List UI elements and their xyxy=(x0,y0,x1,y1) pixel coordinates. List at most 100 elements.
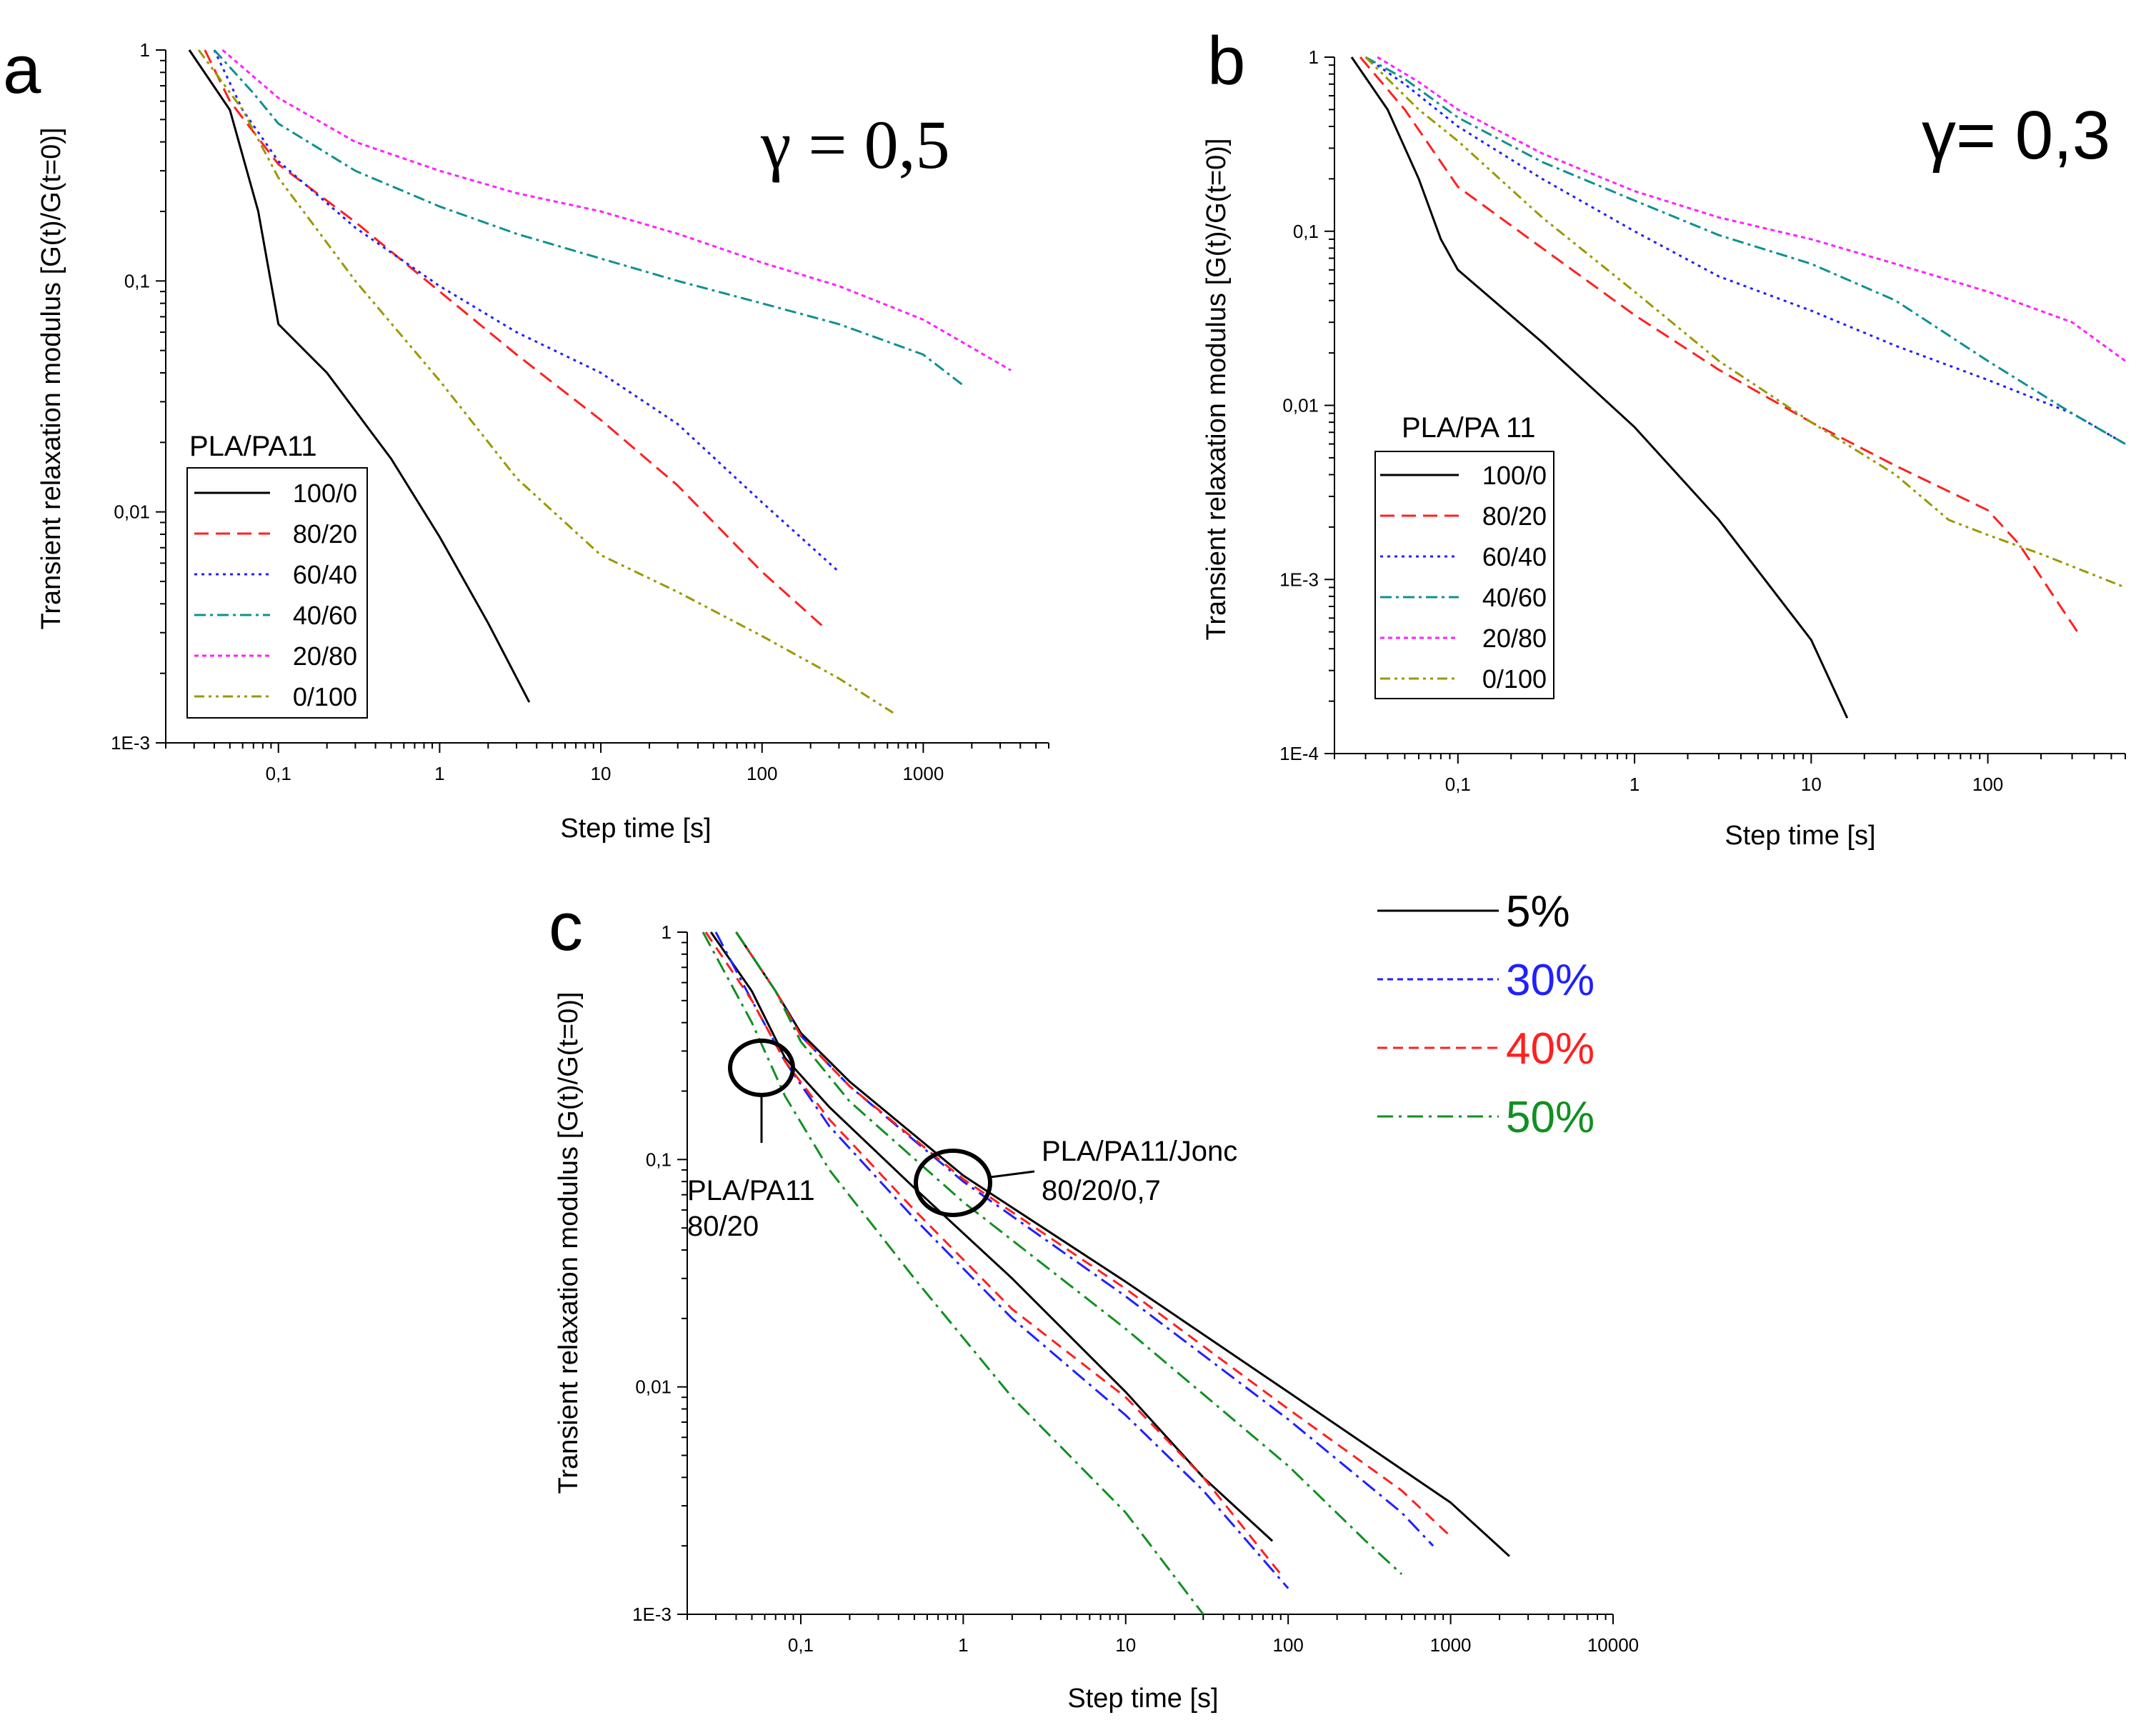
series-line-50-pla-pa11-jonc-80-20-0-7 xyxy=(735,931,1403,1576)
panel-b: b γ= 0,3 Transient relaxation modulus [G… xyxy=(1202,23,2126,851)
legend-label: 100/0 xyxy=(1482,461,1547,490)
ticks-a: 0,1 1 10 100 1000 1E-3 0,01 0,1 1 xyxy=(111,39,1049,784)
series-line-20-80 xyxy=(221,49,1012,371)
series-line-60-40 xyxy=(1364,56,2126,445)
ticks-c: 0,1 1 10 100 1000 10000 1E-3 0,01 0,1 1 xyxy=(632,921,1639,1656)
x-tick-label: 1000 xyxy=(1430,1634,1472,1656)
series-line-40-60 xyxy=(213,49,965,387)
series-line-100-0 xyxy=(188,49,531,703)
y-axis-label-b: Transient relaxation modulus [G(t)/G(t=0… xyxy=(1202,139,1232,641)
y-tick-label: 1E-3 xyxy=(111,732,150,754)
legend-box-a xyxy=(186,467,368,719)
legend-title-a: PLA/PA11 xyxy=(189,431,317,462)
series-line-40-60 xyxy=(1364,56,2126,445)
gamma-label-b: γ= 0,3 xyxy=(1922,97,2110,174)
y-tick-label: 0,1 xyxy=(1293,221,1319,242)
strain-legend-label: 50% xyxy=(1506,1093,1594,1142)
series-line-80-20 xyxy=(1359,56,2081,636)
series-line-5-pla-pa11-jonc-80-20-0-7 xyxy=(735,931,1510,1557)
y-tick-label: 1E-3 xyxy=(632,1604,672,1625)
ticks-b: 0,1 1 10 100 1E-4 1E-3 0,01 0,1 1 xyxy=(1279,46,2126,795)
strain-legend: 5% 30% 40% 50% xyxy=(1377,887,1594,1142)
y-tick-label: 1E-4 xyxy=(1279,743,1319,764)
annotation-text-jonc-line2: 80/20/0,7 xyxy=(1042,1175,1161,1206)
series-line-40-pla-pa11-jonc-80-20-0-7 xyxy=(735,931,1452,1538)
y-tick-label: 0,01 xyxy=(1282,395,1319,416)
x-tick-label: 1 xyxy=(958,1634,968,1656)
panel-letter-c: c xyxy=(549,889,583,965)
annotation-circle-8020 xyxy=(728,1039,795,1097)
y-tick-label: 0,01 xyxy=(635,1376,672,1398)
series-line-30-pla-pa11-jonc-80-20-0-7 xyxy=(735,931,1434,1547)
y-tick-label: 0,1 xyxy=(646,1149,672,1170)
y-tick-label: 1E-3 xyxy=(1279,569,1319,590)
x-tick-label: 0,1 xyxy=(1445,774,1471,795)
x-tick-label: 10 xyxy=(1801,774,1822,795)
x-tick-label: 10000 xyxy=(1587,1634,1639,1656)
y-tick-label: 1 xyxy=(1309,46,1319,68)
legend-box-b xyxy=(1374,451,1554,699)
strain-legend-label: 40% xyxy=(1506,1024,1594,1074)
x-tick-label: 1000 xyxy=(902,763,944,784)
panel-letter-b: b xyxy=(1207,23,1245,99)
x-tick-label: 100 xyxy=(1272,1634,1303,1656)
series-line-100-0 xyxy=(1350,56,1849,719)
series-line-30-pla-pa11-80-20 xyxy=(714,931,1289,1589)
series-line-50-pla-pa11-80-20 xyxy=(702,931,1204,1615)
x-axis-label-c: Step time [s] xyxy=(1067,1684,1218,1714)
x-tick-label: 100 xyxy=(1972,774,2003,795)
y-axis-label-c: Transient relaxation modulus [G(t)/G(t=0… xyxy=(554,992,584,1494)
x-tick-label: 0,1 xyxy=(266,763,291,784)
x-tick-label: 10 xyxy=(591,763,612,784)
legend-items-a: 100/0 80/20 60/40 40/60 20/80 0/100 xyxy=(194,479,357,711)
x-tick-label: 0,1 xyxy=(788,1634,814,1656)
series-line-60-40 xyxy=(213,49,840,573)
x-tick-label: 1 xyxy=(434,763,444,784)
series-line-20-80 xyxy=(1377,56,2126,362)
y-axis-label-a: Transient relaxation modulus [G(t)/G(t=0… xyxy=(36,128,66,630)
legend-label: 0/100 xyxy=(1482,664,1547,694)
x-tick-label: 1 xyxy=(1630,774,1640,795)
series-a xyxy=(188,49,1012,714)
legend-label: 100/0 xyxy=(293,479,357,508)
legend-label: 80/20 xyxy=(1482,501,1547,531)
series-line-0-100 xyxy=(1364,56,2126,589)
legend-label: 20/80 xyxy=(1482,624,1547,653)
legend-label: 20/80 xyxy=(293,641,357,671)
x-axis-label-a: Step time [s] xyxy=(560,814,711,844)
panel-letter-a: a xyxy=(3,31,41,108)
panel-c: c Transient relaxation modulus [G(t)/G(t… xyxy=(549,889,1639,1714)
strain-legend-label: 5% xyxy=(1506,887,1570,936)
y-tick-label: 1 xyxy=(662,921,672,943)
gamma-label-a: γ = 0,5 xyxy=(760,106,950,183)
annotation-text-8020-line1: PLA/PA11 xyxy=(687,1175,815,1206)
legend-label: 40/60 xyxy=(293,601,357,630)
x-tick-label: 100 xyxy=(747,763,777,784)
series-b xyxy=(1350,56,2126,719)
legend-label: 60/40 xyxy=(293,560,357,589)
x-tick-label: 10 xyxy=(1115,1634,1136,1656)
legend-a: PLA/PA11 100/0 80/20 60/40 40/60 20/80 0/100 xyxy=(186,431,368,719)
legend-label: 60/40 xyxy=(1482,542,1547,571)
legend-title-b: PLA/PA 11 xyxy=(1402,412,1536,444)
series-line-80-20 xyxy=(204,49,827,631)
y-tick-label: 1 xyxy=(140,39,150,61)
annotation-text-8020-line2: 80/20 xyxy=(687,1211,759,1242)
panel-a: a γ = 0,5 Transient relaxation modulus [… xyxy=(3,31,1049,844)
y-tick-label: 0,1 xyxy=(124,270,150,291)
legend-label: 80/20 xyxy=(293,519,357,549)
annotation-circle-jonc xyxy=(914,1149,992,1217)
annotation-leader-jonc xyxy=(989,1170,1035,1179)
y-tick-label: 0,01 xyxy=(114,501,150,523)
x-axis-label-b: Step time [s] xyxy=(1725,821,1875,851)
legend-label: 0/100 xyxy=(293,682,357,711)
series-line-0-100 xyxy=(197,49,894,714)
strain-legend-label: 30% xyxy=(1506,956,1594,1005)
series-c xyxy=(702,931,1510,1615)
legend-items-b: 100/0 80/20 60/40 40/60 20/80 0/100 xyxy=(1380,461,1547,694)
annotation-text-jonc-line1: PLA/PA11/Jonc xyxy=(1042,1136,1237,1167)
legend-label: 40/60 xyxy=(1482,583,1547,612)
legend-b: PLA/PA 11 100/0 80/20 60/40 40/60 20/80 0/100 xyxy=(1374,412,1554,699)
series-line-40-pla-pa11-80-20 xyxy=(704,931,1282,1575)
